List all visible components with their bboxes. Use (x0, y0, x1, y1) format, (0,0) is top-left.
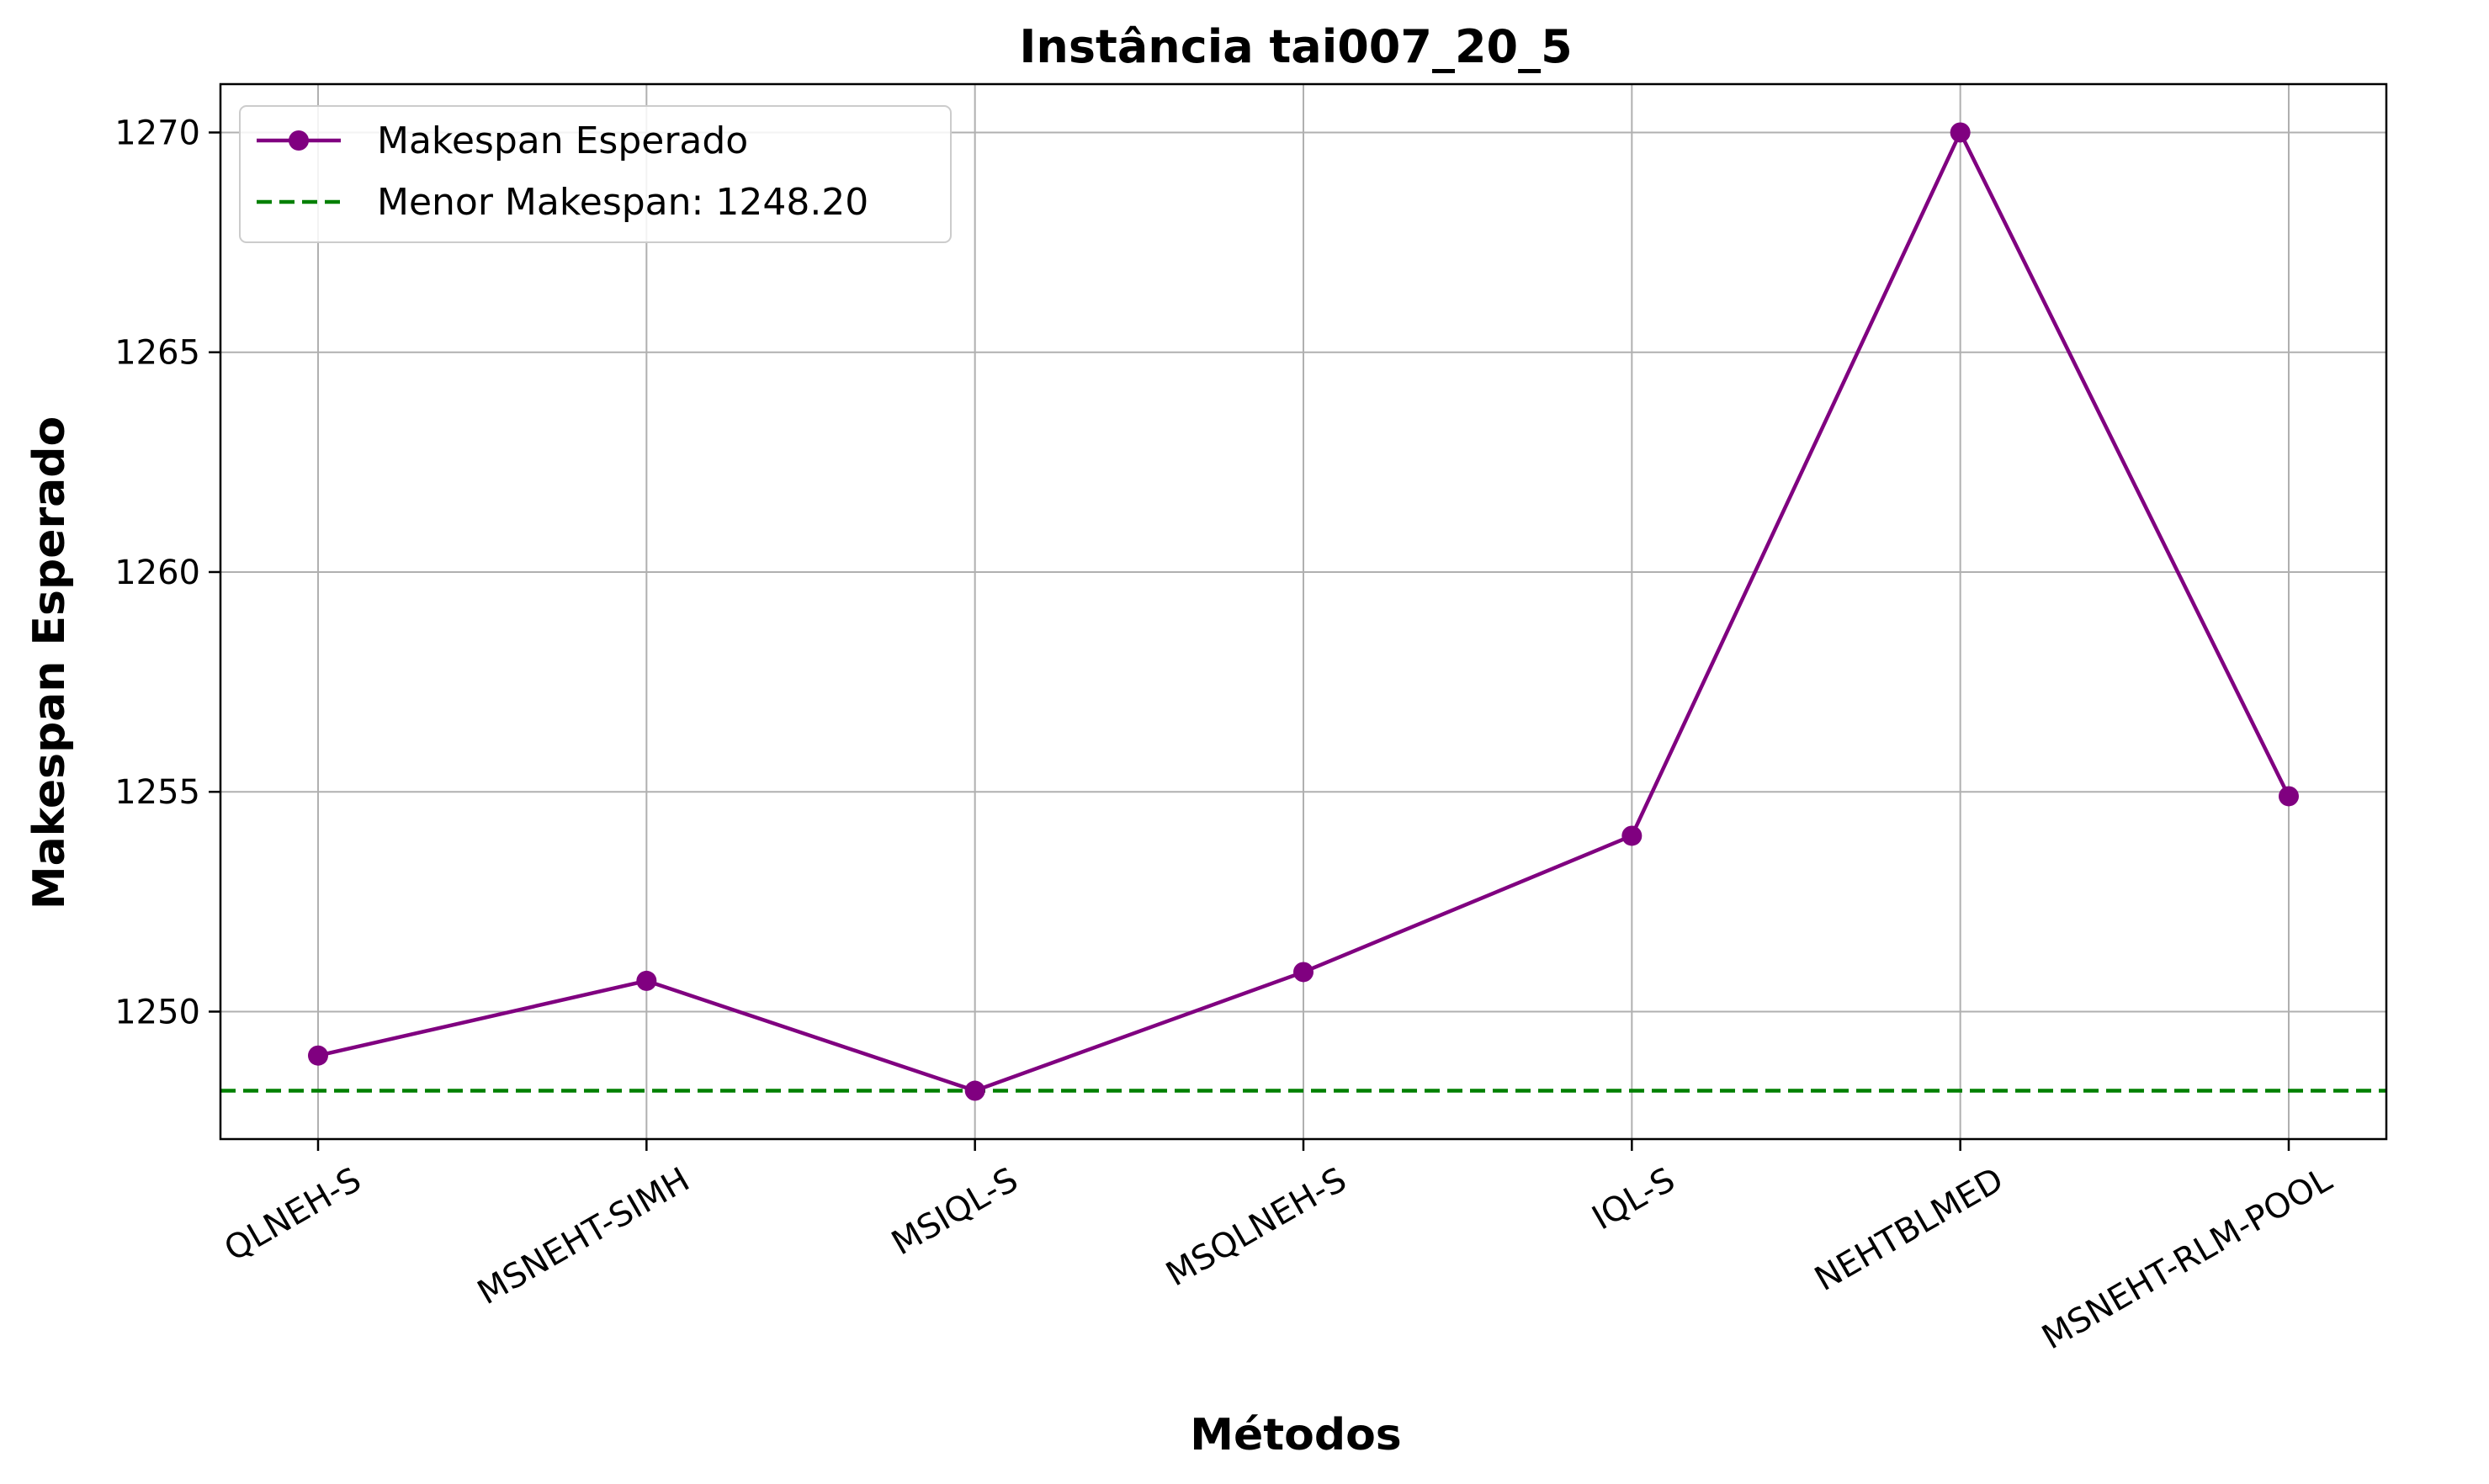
x-tick-label: QLNEH-S (218, 1160, 368, 1269)
x-tick-label: MSIQL-S (885, 1160, 1025, 1263)
x-tick-label: MSQLNEH-S (1160, 1160, 1353, 1294)
x-tick-label: NEHTBLMED (1808, 1160, 2010, 1299)
x-axis-ticks: QLNEH-S MSNEHT-SIMH MSIQL-S MSQLNEH-S IQL-S N… (218, 1139, 2339, 1357)
x-tick-label: MSNEHT-RLM-POOL (2035, 1160, 2338, 1358)
x-axis-title: Métodos (1190, 1410, 1402, 1460)
data-point (2279, 786, 2299, 807)
y-tick-label: 1255 (114, 773, 200, 812)
y-tick-label: 1265 (114, 334, 200, 373)
y-axis-title: Makespan Esperado (24, 416, 75, 909)
x-tick-label: MSNEHT-SIMH (471, 1160, 696, 1312)
series-group (308, 122, 2299, 1101)
legend-box (239, 105, 952, 243)
legend-reference-label: Menor Makespan: 1248.20 (377, 181, 868, 224)
legend-series-marker (289, 130, 309, 151)
x-tick-label: IQL-S (1586, 1160, 1682, 1238)
data-point (308, 1045, 328, 1066)
legend: Makespan Esperado Menor Makespan: 1248.2… (239, 105, 952, 243)
chart-title: Instância tai007_20_5 (1019, 20, 1572, 73)
data-point (1950, 122, 1971, 143)
data-point (964, 1080, 985, 1101)
y-tick-label: 1260 (114, 554, 200, 592)
y-tick-label: 1270 (114, 114, 200, 152)
y-axis-ticks: 1250 1255 1260 1265 1270 (114, 114, 220, 1031)
y-tick-label: 1250 (114, 993, 200, 1031)
data-point (636, 970, 657, 991)
data-point (1621, 825, 1643, 846)
data-point (1293, 962, 1313, 983)
legend-series-label: Makespan Esperado (377, 119, 748, 162)
